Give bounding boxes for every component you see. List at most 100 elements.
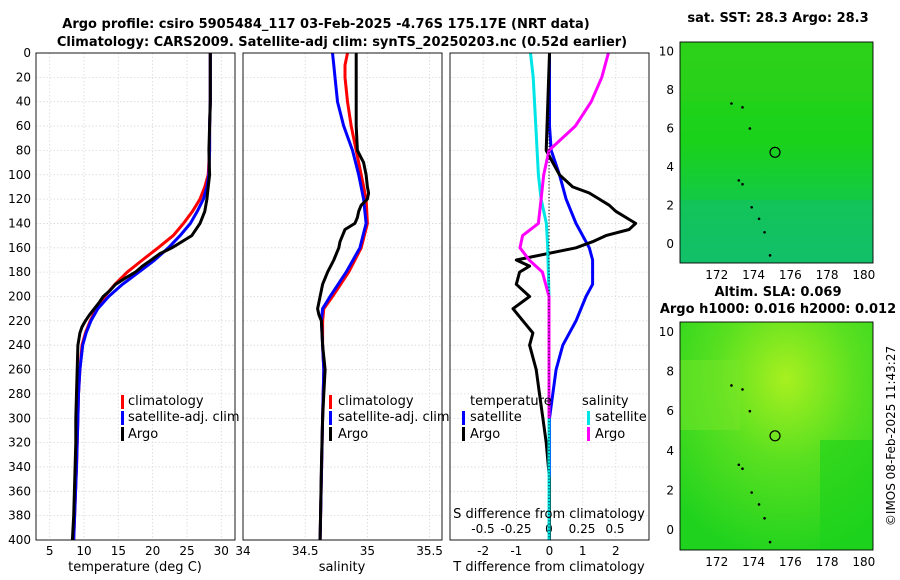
depth-tick-label: 160 — [8, 241, 31, 255]
difference-legend: temperature satellite Argo salinity sate… — [462, 394, 647, 442]
lat-tick-label: 6 — [666, 121, 674, 135]
legend-label-climatology: climatology — [128, 394, 204, 409]
depth-tick-label: 140 — [8, 216, 31, 230]
series-line-salinity-argo — [518, 52, 610, 419]
island-dot — [748, 409, 752, 413]
legend-swatch-argo — [121, 427, 124, 441]
lon-tick-label: 176 — [779, 555, 802, 569]
series-line-temperature-argo — [511, 52, 638, 540]
depth-tick-label: 380 — [8, 509, 31, 523]
legend-label-t-satellite: satellite — [470, 410, 522, 425]
sst-cool-patch — [680, 200, 873, 263]
island-dot — [750, 205, 753, 209]
lat-tick-label: 0 — [666, 523, 674, 537]
legend-swatch-t-satellite — [462, 411, 465, 425]
x-tick-label: 35 — [360, 544, 375, 558]
salinity-panel: 34 34.5 35 35.5 salinity climatology satell… — [235, 52, 450, 575]
depth-tick-label: 260 — [8, 363, 31, 377]
legend-swatch-climatology — [121, 395, 124, 409]
s-difference-xlabel: S difference from climatology — [453, 507, 645, 522]
lat-tick-label: 8 — [666, 365, 674, 379]
lon-tick-label: 174 — [742, 268, 765, 282]
island-dot — [737, 463, 741, 467]
depth-tick-label: 240 — [8, 338, 31, 352]
lon-tick-label: 178 — [816, 268, 839, 282]
x-tick-label: 5 — [46, 544, 54, 558]
figure-title-line2: Climatology: CARS2009. Satellite-adj cli… — [57, 35, 627, 50]
lat-tick-label: 0 — [666, 237, 674, 251]
imos-watermark: ©IMOS 08-Feb-2025 11:43:27 — [884, 346, 898, 526]
sst-tick-labels: 172 174 176 178 180 0 2 4 6 8 10 — [659, 45, 876, 282]
x-tick-label: 0 — [546, 544, 554, 558]
legend-swatch-argo — [329, 427, 332, 441]
series-line-argo — [316, 53, 371, 541]
s-tick-label: -0.25 — [500, 522, 531, 536]
lon-tick-label: 176 — [779, 268, 802, 282]
lat-tick-label: 8 — [666, 83, 674, 97]
lat-tick-label: 2 — [666, 198, 674, 212]
x-tick-label: -2 — [477, 544, 489, 558]
island-dot — [737, 179, 741, 182]
island-dot — [741, 467, 744, 471]
temperature-series — [70, 53, 212, 541]
depth-tick-labels: 0 20 40 60 80 100 120 140 160 180 200 220 240 260 280 3… — [8, 46, 31, 547]
depth-tick-label: 120 — [8, 192, 31, 206]
island-dot — [748, 127, 752, 130]
salinity-axes-frame — [242, 52, 443, 541]
depth-tick-label: 320 — [8, 436, 31, 450]
depth-tick-label: 100 — [8, 168, 31, 182]
sla-tick-labels: 172 174 176 178 180 0 2 4 6 8 10 — [659, 325, 876, 569]
legend-label-argo: Argo — [128, 427, 158, 442]
s-tick-label: 0.25 — [569, 522, 596, 536]
sst-map-title: sat. SST: 28.3 Argo: 28.3 — [687, 11, 868, 26]
lat-tick-label: 10 — [659, 325, 674, 339]
legend-title-temperature: temperature — [470, 394, 552, 409]
lat-tick-label: 4 — [666, 444, 674, 458]
s-tick-label: 0.5 — [605, 522, 624, 536]
temperature-gridlines — [36, 52, 235, 541]
legend-title-salinity: salinity — [582, 394, 629, 409]
x-tick-label: 10 — [76, 544, 91, 558]
sst-map-panel: sat. SST: 28.3 Argo: 28.3 172 174 176 178 18… — [659, 11, 876, 282]
island-dot — [730, 102, 733, 105]
legend-swatch-satellite — [329, 411, 332, 425]
x-tick-label: -1 — [510, 544, 522, 558]
temperature-tick-labels: 5 10 15 20 25 30 — [46, 544, 229, 558]
sla-map-title-line2: Argo h1000: 0.016 h2000: 0.012 — [660, 302, 896, 317]
x-tick-label: 2 — [612, 544, 620, 558]
lon-tick-label: 172 — [705, 268, 728, 282]
lon-tick-label: 180 — [852, 555, 875, 569]
argo-location-marker — [769, 430, 781, 442]
sst-warm-patch — [680, 42, 873, 102]
legend-label-satellite: satellite-adj. clim — [128, 410, 240, 425]
sla-axes-frame — [679, 321, 874, 551]
lat-tick-label: 10 — [659, 45, 674, 59]
island-dot — [730, 384, 733, 387]
sst-axes-frame — [679, 41, 874, 264]
salinity-tick-labels: 34 34.5 35 35.5 — [235, 544, 443, 558]
figure-title-line1: Argo profile: csiro 5905484_117 03-Feb-2… — [62, 17, 589, 32]
salinity-legend: climatology satellite-adj. clim Argo — [329, 394, 450, 442]
sla-high-patch — [680, 360, 740, 430]
legend-swatch-t-argo — [462, 427, 465, 441]
lon-tick-label: 174 — [742, 555, 765, 569]
sla-map-title-line1: Altim. SLA: 0.069 — [715, 285, 842, 300]
salinity-xlabel: salinity — [319, 560, 366, 575]
island-dot — [757, 217, 761, 221]
island-dot — [750, 491, 753, 494]
s-tick-label: -0.5 — [471, 522, 494, 536]
x-tick-label: 15 — [111, 544, 126, 558]
difference-panel: -2 -1 0 1 2 -0.5 -0.25 0 0.25 0.5 T difference f… — [449, 52, 650, 575]
series-line-temperature-satellite — [548, 53, 595, 540]
island-dot — [741, 106, 744, 109]
x-tick-label: 30 — [214, 544, 229, 558]
x-tick-label: 35.5 — [416, 544, 443, 558]
lon-tick-label: 178 — [816, 555, 839, 569]
sla-map-panel: Altim. SLA: 0.069 Argo h1000: 0.016 h200… — [659, 285, 896, 569]
legend-swatch-climatology — [329, 395, 332, 409]
depth-tick-label: 400 — [8, 533, 31, 547]
salinity-gridlines — [242, 52, 442, 541]
argo-location-marker — [769, 146, 781, 158]
salinity-series — [316, 52, 371, 541]
